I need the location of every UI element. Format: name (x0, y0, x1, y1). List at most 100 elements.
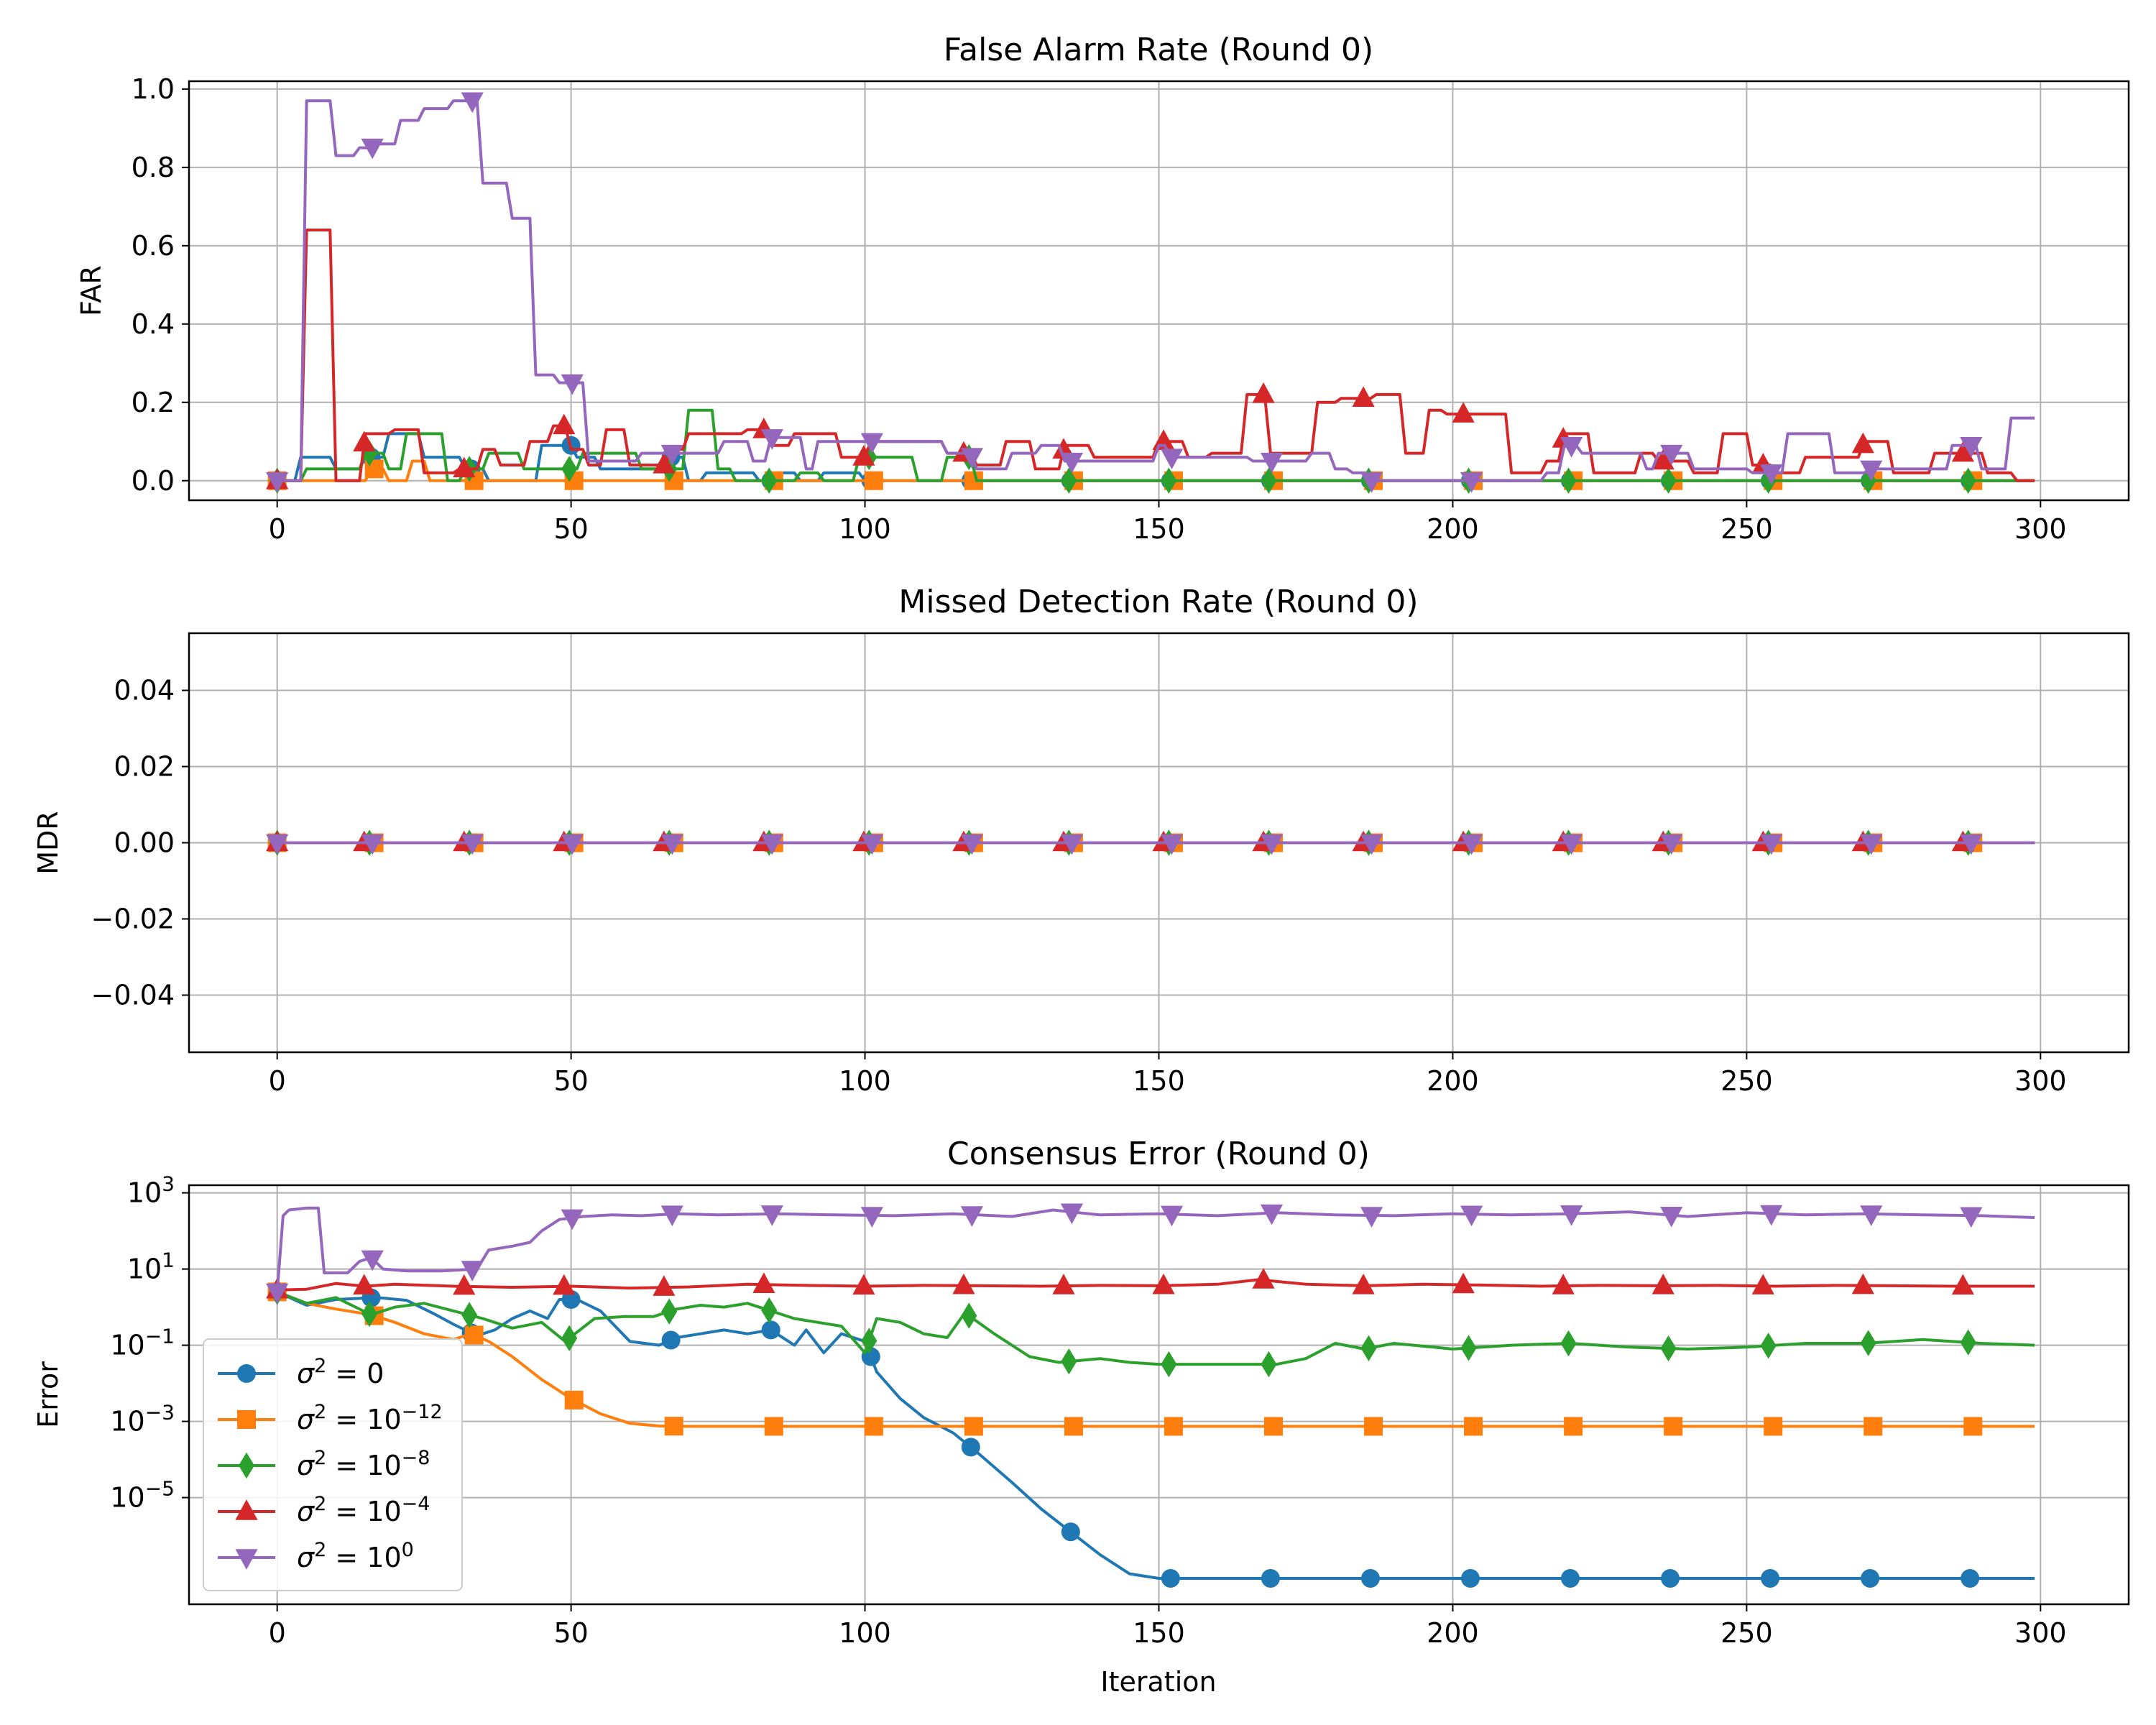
y-tick-label: 0.00 (114, 827, 175, 859)
y-tick-label: 0.2 (132, 387, 175, 418)
series-marker-s2 (1061, 467, 1077, 494)
series-marker-s4 (266, 834, 289, 855)
series-marker-s3 (353, 1274, 376, 1295)
series-marker-s2 (861, 1328, 877, 1354)
series-marker-s1 (1864, 1417, 1883, 1436)
series-line-s2 (276, 1290, 2035, 1366)
series-marker-s4 (1660, 444, 1683, 466)
series-marker-s4 (1760, 1205, 1783, 1226)
series-marker-s3 (553, 1274, 576, 1295)
x-tick-label: 200 (1427, 513, 1479, 545)
series-marker-s4 (561, 1209, 584, 1230)
series-marker-s4 (660, 834, 683, 855)
x-axis-ticks: 0 50 100 150 200 250 300 (269, 500, 2067, 545)
series-marker-s2 (461, 1302, 478, 1328)
x-tick-label: 300 (2014, 1065, 2067, 1097)
legend-swatch-marker (238, 1452, 255, 1479)
series-marker-s0 (561, 1290, 581, 1309)
legend-label: σ2 = 10−8 (297, 1447, 430, 1481)
series-marker-s2 (761, 467, 778, 494)
legend-entry-s0: σ2 = 0 (218, 1355, 384, 1389)
x-tick-label: 100 (839, 1065, 891, 1097)
series-marker-s4 (1960, 834, 1983, 855)
series-marker-s4 (1260, 1204, 1284, 1225)
series-line-s2 (277, 408, 2035, 482)
series-marker-s4 (860, 1207, 883, 1228)
far-panel: False Alarm Rate (Round 0) FAR 0 50 100 150… (75, 32, 2130, 545)
series-marker-s4 (1460, 834, 1483, 855)
far-y-axis-label: FAR (75, 265, 107, 316)
series-marker-s0 (1661, 1568, 1680, 1588)
series-marker-s1 (1764, 1417, 1783, 1436)
series-marker-s4 (1260, 834, 1284, 855)
x-tick-label: 300 (2014, 513, 2067, 545)
series-marker-s4 (1960, 1207, 1983, 1228)
axes-frame (188, 80, 2130, 502)
series-marker-s0 (1561, 1568, 1580, 1588)
series-marker-s2 (1660, 1335, 1677, 1362)
series-marker-s4 (760, 1205, 783, 1226)
series-marker-s3 (453, 456, 476, 478)
legend-entry-s1: σ2 = 10−12 (218, 1401, 443, 1435)
series-marker-s2 (1660, 467, 1677, 494)
series-marker-s4 (1860, 460, 1883, 482)
x-tick-label: 150 (1133, 513, 1185, 545)
series-marker-s3 (852, 1274, 875, 1295)
y-axis-ticks: 0.0 0.2 0.4 0.6 0.8 1.0 (132, 73, 189, 497)
series-marker-s2 (1560, 467, 1577, 494)
series-marker-s3 (1052, 1274, 1075, 1294)
far-title: False Alarm Rate (Round 0) (944, 32, 1373, 68)
series-marker-s3 (1252, 382, 1275, 403)
series-marker-s3 (1152, 1273, 1175, 1294)
series-marker-s2 (1261, 1351, 1277, 1378)
x-axis-ticks: 0 50 100 150 200 250 300 (269, 1052, 2067, 1097)
x-tick-label: 150 (1133, 1617, 1185, 1649)
x-tick-label: 50 (553, 513, 588, 545)
series-line-s3 (277, 1278, 2035, 1292)
x-tick-label: 0 (269, 1617, 286, 1649)
series-marker-s4 (1860, 1205, 1883, 1226)
series-marker-s3 (1851, 432, 1874, 454)
y-tick-label: 0.8 (132, 152, 175, 183)
error-y-axis-label: Error (32, 1361, 64, 1428)
y-tick-label: 1.0 (132, 73, 175, 105)
series-marker-s2 (1061, 1348, 1077, 1375)
series-marker-s4 (266, 472, 289, 493)
legend-label: σ2 = 10−12 (297, 1401, 443, 1435)
legend-entry-s4: σ2 = 100 (218, 1539, 414, 1573)
series-marker-s2 (1960, 467, 1976, 494)
series-marker-s4 (1560, 834, 1583, 855)
x-tick-label: 50 (553, 1065, 588, 1097)
series-marker-s2 (761, 1297, 778, 1324)
mdr-title: Missed Detection Rate (Round 0) (898, 584, 1418, 620)
series-marker-s1 (464, 1325, 484, 1345)
y-tick-label: −0.02 (91, 903, 175, 935)
legend: σ2 = 0 σ2 = 10−12 σ2 = 10−8 σ2 = 10−4 σ2 = 1… (203, 1338, 463, 1591)
x-tick-label: 0 (269, 513, 286, 545)
x-axis-ticks: 0 50 100 150 200 250 300 (269, 1604, 2067, 1649)
series-marker-s3 (1552, 1274, 1575, 1294)
series-marker-s3 (1951, 1274, 1974, 1295)
series-marker-s4 (361, 834, 384, 855)
series-marker-s4 (760, 834, 783, 855)
legend-swatch-marker (235, 1549, 258, 1570)
series-marker-s1 (764, 1417, 783, 1436)
series-marker-s4 (960, 448, 984, 469)
legend-swatch-marker (237, 1410, 256, 1429)
y-tick-label: 0.0 (132, 465, 175, 497)
x-tick-label: 250 (1720, 513, 1773, 545)
series-marker-s3 (752, 1272, 775, 1293)
series-marker-s1 (664, 1417, 683, 1436)
legend-label: σ2 = 10−4 (297, 1493, 430, 1527)
x-tick-label: 250 (1720, 1065, 1773, 1097)
series-marker-s4 (1760, 464, 1783, 485)
series-marker-s1 (1664, 1417, 1683, 1436)
series-marker-s1 (564, 1390, 584, 1409)
series-marker-s4 (860, 433, 883, 454)
series-line-s4 (277, 99, 2035, 482)
axes-frame (188, 1184, 2130, 1606)
y-tick-label: 0.02 (114, 751, 175, 783)
y-tick-label: 103 (127, 1172, 175, 1209)
series-marker-s1 (1164, 1417, 1183, 1436)
